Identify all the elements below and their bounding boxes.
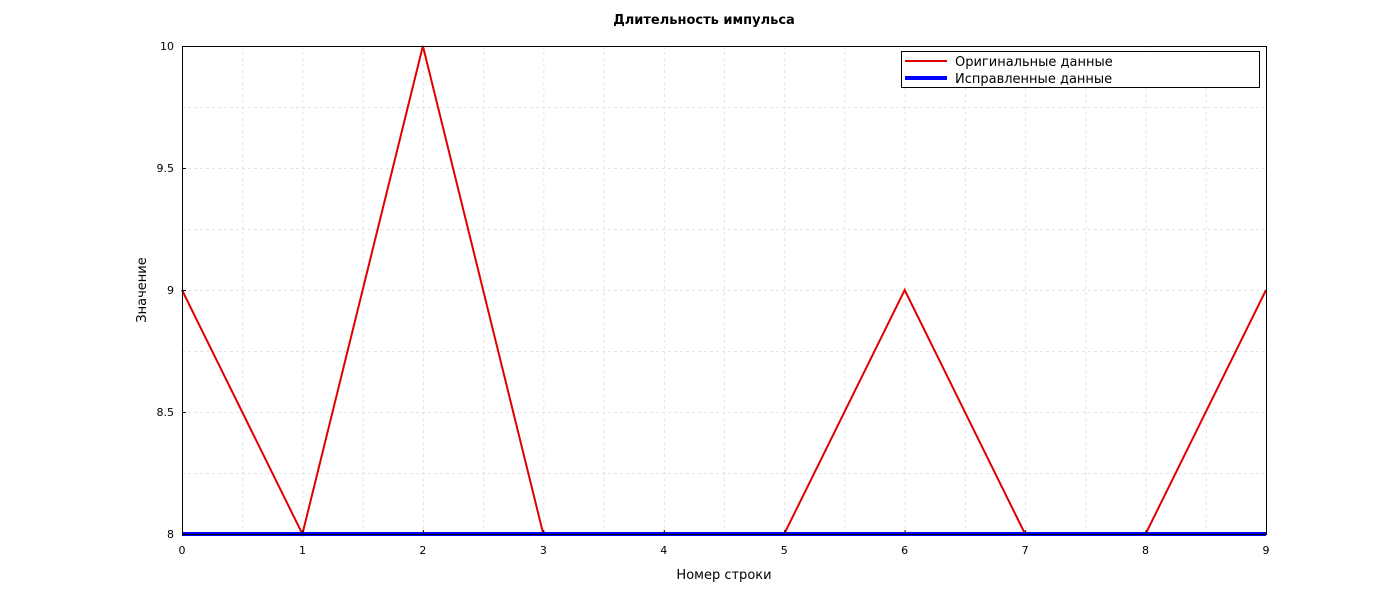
x-tick-label: 0 [179, 544, 186, 557]
legend-label-corrected: Исправленные данные [955, 72, 1112, 87]
y-axis-label: Значение [135, 257, 150, 322]
x-tick-label: 8 [1142, 544, 1149, 557]
y-tick-label: 9 [167, 284, 174, 297]
y-tick-label: 9.5 [157, 162, 175, 175]
y-tick-label: 10 [160, 40, 174, 53]
axes [182, 46, 1267, 535]
legend-box [901, 51, 1260, 88]
tick-labels: 0 1 2 3 4 5 6 7 8 9 8 8.5 9 9.5 10 [157, 40, 1270, 557]
y-tick-label: 8 [167, 528, 174, 541]
x-tick-label: 7 [1022, 544, 1029, 557]
legend-label-original: Оригинальные данные [955, 55, 1113, 70]
chart-title: Длительность импульса [613, 13, 795, 28]
x-tick-label: 2 [419, 544, 426, 557]
x-tick-label: 9 [1263, 544, 1270, 557]
x-tick-label: 1 [299, 544, 306, 557]
x-tick-label: 5 [781, 544, 788, 557]
x-tick-label: 3 [540, 544, 547, 557]
x-tick-label: 6 [901, 544, 908, 557]
x-axis-label: Номер строки [676, 568, 771, 583]
x-tick-label: 4 [660, 544, 667, 557]
legend: Оригинальные данные Исправленные данные [901, 51, 1260, 88]
y-tick-label: 8.5 [157, 406, 175, 419]
